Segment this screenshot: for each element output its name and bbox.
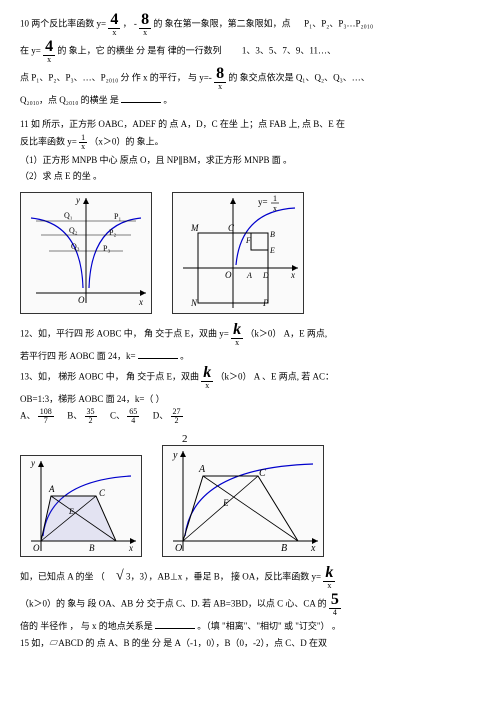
fig1-P3: P₃ [103,244,110,253]
fig2-den: x [273,204,277,213]
q10-line3: 点 P₁、P₂、P₃、…、P₂₀₁₀ 分 作 x 的平行， 与 y=- 8 x … [20,66,480,91]
q10-frac3: 4 x [43,39,55,64]
fig2-num: 1 [273,194,277,203]
q11-sub1: （1）正方形 MNPB 中心 原点 O，且 NP∥BM，求正方形 MNPB 面 … [20,153,480,167]
q11-sub2: （2）求 点 E 的坐 。 [20,169,480,183]
fig3-B: B [89,543,95,553]
q10-line1: 10 两个反比率函数 y= 4 x ， - 8 x 的 象在第一象限，第二象限如… [20,12,480,37]
q14-frac: k x [323,565,335,590]
fig3-A: A [48,484,55,494]
blank-fill [138,349,178,359]
fig1-Q2: Q₂ [69,226,78,235]
fig2-E: E [269,246,275,255]
q14-line1: 如，已知点 A 的坐 （ √ 3，3），AB⊥x ，垂足 B， 接 OA，反比率… [20,565,480,590]
fig4-E: E [222,498,229,508]
fig2-P: P [262,298,269,308]
fig2-yeq: y= [258,197,268,207]
blank-fill [121,93,161,103]
q10-seq: 1、3、5、7、9、11…、 [242,46,336,56]
q14-line3: 倍的 半径作 ， 与 x 的地点关系是 。（填 "相离"、"相切" 或 "订交"… [20,619,480,633]
q10-prefix: 10 两个反比率函数 y= [20,19,106,29]
fig3-O: O [33,543,40,553]
blank-fill [155,619,195,629]
q10-frac4: 8 x [214,66,226,91]
fig3-C: C [99,488,106,498]
fig4-O: O [175,543,182,554]
fig3-y: y [30,458,35,468]
fig4-two-label: 2 [182,433,324,445]
fig4-B: B [281,543,287,554]
q10-line4: Q₂₀₁₀，点 Q₂₀₁₀ 的横坐 是 。 [20,93,480,107]
fig2-C: C [228,223,235,233]
figure-4: A C E O B x y [162,445,324,557]
q13-options: A、 1087 B、 352 C、 654 D、 272 [20,408,480,425]
fig1-P1: P₁ [114,212,121,221]
fig3-x: x [128,543,133,553]
q13-line1: 13、如， 梯形 AOBC 中， 角 交于点 E，双曲 k x （k＞0） A … [20,365,480,390]
q13-line2: OB=1:3，梯形 AOBC 面 24，k=（ ） [20,392,480,406]
q10-line2: 在 y= 4 x 的 象上，它 的横坐 分 是有 律的一行数列 1、3、5、7、… [20,39,480,64]
fig1-Q1: Q₁ [64,211,73,220]
q13-frac: k x [201,365,213,390]
fig1-y: y [75,195,80,205]
minus-sign: - [134,19,137,29]
q10-frac1: 4 x [108,12,120,37]
fig2-x: x [290,270,295,280]
figure-row-2: A E C O B x y 2 A C E O B [20,433,480,557]
fig4-A: A [198,464,206,475]
q12-frac: k x [231,322,243,347]
figure-3: A E C O B x y [20,455,142,557]
fig2-O: O [225,270,232,280]
fig1-Q3: Q₃ [71,242,80,251]
q12-line1: 12、如，平行四 形 AOBC 中， 角 交于点 E，双曲 y= k x （k＞… [20,322,480,347]
q11-line1: 11 如 所示，正方形 OABC，ADEF 的 点 A，D，C 在坐 上；点 F… [20,117,480,131]
q11-frac: 1 x [79,134,87,151]
q12-line2: 若平行四 形 AOBC 面 24，k= 。 [20,349,480,363]
fig2-D: D [262,271,269,280]
figure-2: M C F B E O A D N P x y= 1 x [172,192,304,314]
q11-line2: 反比率函数 y= 1 x （x＞0）的 象上。 [20,134,480,151]
fig1-P2: P₂ [109,228,116,237]
fig4-C: C [259,468,266,479]
q10-frac2: 8 x [139,12,151,37]
fig3-E: E [68,507,74,516]
q14-frac5: 5 4 [329,592,341,617]
fig2-B: B [270,230,275,239]
fig2-F: F [245,236,251,245]
q15-line1: 15 如，▱ABCD 的 点 A、B 的坐 分 是 A（-1，0），B（0，-2… [20,636,480,650]
figure-row-1: Q₁ Q₂ Q₃ P₁ P₂ P₃ O x y M C F B E O A [20,192,480,314]
fig4-x: x [310,543,316,554]
fig1-x: x [138,297,143,307]
fig2-A: A [246,271,252,280]
q10-pts: P₁、P₂、P₃…P₂₀₁₀ [304,19,373,29]
figure-1: Q₁ Q₂ Q₃ P₁ P₂ P₃ O x y [20,192,152,314]
figure-4-wrap: 2 A C E O B x y [162,433,324,557]
fig2-M: M [190,223,199,233]
q14-line2: （k＞0）的 象与 段 OA、AB 分 交于点 C、D. 若 AB=3BD，以点… [20,592,480,617]
fig2-N: N [190,298,198,308]
fig4-y: y [172,450,178,461]
fig1-O: O [78,295,85,305]
